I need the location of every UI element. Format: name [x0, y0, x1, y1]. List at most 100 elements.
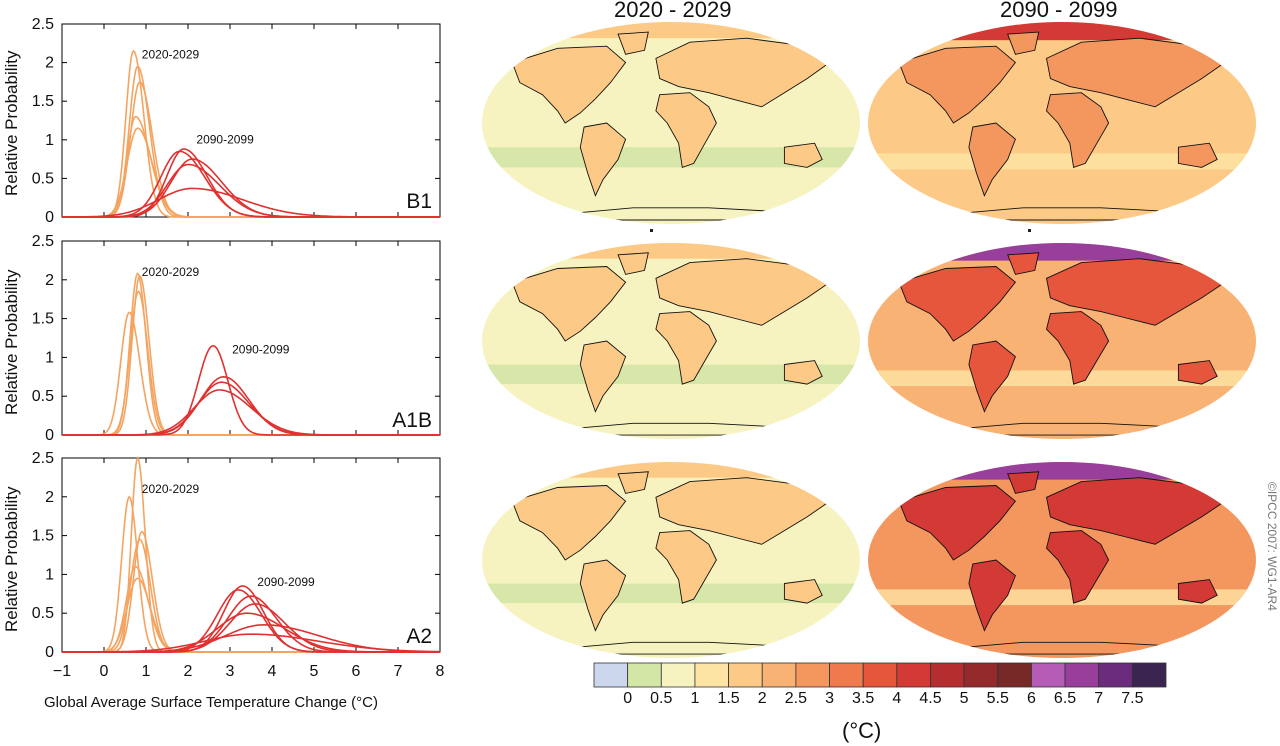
y-tick-label: 1.5 — [32, 311, 54, 328]
y-tick-label: 1 — [45, 349, 54, 366]
x-axis-label: Global Average Surface Temperature Chang… — [44, 694, 378, 711]
colorbar-cell — [963, 662, 999, 688]
continent-australia — [783, 360, 823, 385]
map-body — [868, 243, 1256, 439]
continent-north-america — [511, 485, 627, 561]
continent-europe-asia — [655, 37, 831, 108]
map-column-title-far: 2090 - 2099 — [1000, 0, 1118, 22]
period-annotation: 2090-2099 — [232, 343, 290, 357]
x-tick-label: 4 — [268, 663, 277, 680]
y-tick-label: 1.5 — [32, 528, 54, 545]
colorbar-cell — [660, 662, 696, 688]
period-annotation: 2020-2029 — [142, 265, 200, 279]
y-tick-label: 0 — [45, 209, 54, 226]
probability-panel-a2: 0 0.5 1 1.5 2 2.5 −1 0 1 2 3 4 5 6 7 8 2020-2029 2090-209… — [32, 450, 445, 680]
y-axis-label: Relative Probability — [2, 50, 21, 196]
period-annotation: 2020-2029 — [142, 482, 200, 496]
colorbar-tick-label: 1 — [690, 690, 700, 707]
continent-africa — [1046, 311, 1110, 385]
colorbar-unit: (°C) — [842, 718, 882, 743]
continent-greenland — [617, 252, 649, 275]
map-A2-far — [868, 462, 1256, 658]
map-B1-far — [868, 22, 1256, 224]
southern-ocean-band — [482, 147, 860, 168]
continent-europe-asia — [1045, 37, 1226, 108]
y-tick-label: 2 — [45, 55, 54, 72]
continent-africa — [1046, 530, 1110, 604]
map-A1B-far — [868, 243, 1256, 439]
colorbar-tick-label: 0 — [623, 690, 633, 707]
colorbar-tick-label: 6.5 — [1053, 690, 1077, 707]
y-tick-label: 2 — [45, 489, 54, 506]
continent-south-america — [968, 122, 1016, 197]
colorbar-cell — [627, 662, 662, 688]
colorbar-cell — [862, 662, 898, 688]
continent-south-america — [579, 559, 627, 632]
colorbar-cell — [896, 662, 931, 688]
continent-north-america — [898, 45, 1017, 124]
x-tick-label: 3 — [226, 663, 235, 680]
continent-south-america — [579, 122, 627, 197]
pdf-curve-2090-2099 — [62, 633, 441, 653]
x-tick-label: 0 — [100, 663, 109, 680]
continent-greenland — [1007, 31, 1040, 55]
continent-south-america — [968, 559, 1016, 632]
colorbar-tick-label: 5.5 — [986, 690, 1009, 707]
continent-greenland — [617, 471, 649, 494]
pdf-curve-2020-2029 — [62, 456, 440, 653]
colorbar-cell — [593, 662, 629, 688]
y-tick-label: 1.5 — [32, 93, 54, 110]
x-tick-label: −1 — [53, 663, 71, 680]
continent-australia — [783, 142, 823, 168]
arctic-band — [482, 243, 860, 259]
colorbar-cell — [1031, 662, 1066, 688]
southern-ocean-band — [868, 370, 1256, 387]
southern-ocean-band — [482, 583, 860, 604]
colorbar-cell — [761, 662, 797, 688]
continent-australia — [783, 579, 823, 604]
continent-africa — [655, 311, 717, 385]
continent-australia — [1177, 360, 1218, 385]
arctic-band — [868, 462, 1256, 480]
arctic-band — [868, 22, 1256, 41]
continent-africa — [655, 92, 717, 169]
copyright-credit: ©IPCC 2007: WG1-AR4 — [1265, 482, 1279, 611]
continent-europe-asia — [1045, 477, 1226, 545]
continent-north-america — [898, 485, 1017, 561]
x-tick-label: 6 — [352, 663, 361, 680]
pdf-curve-2090-2099 — [62, 612, 440, 653]
map-body — [868, 462, 1256, 658]
map-body — [482, 243, 860, 439]
map-B1-near — [482, 22, 860, 224]
continent-africa — [1046, 92, 1110, 168]
colorbar-tick-label: 3 — [825, 690, 834, 707]
colorbar-cell — [829, 662, 864, 688]
colorbar-cell — [1131, 662, 1167, 688]
colorbar-tick-label: 6 — [1026, 690, 1036, 707]
continent-greenland — [1007, 252, 1040, 275]
colorbar-tick-label: 5 — [959, 690, 969, 707]
colorbar-tick-label: 1.5 — [717, 690, 740, 707]
scenario-label: A2 — [406, 625, 432, 648]
separator-dot — [650, 229, 653, 232]
x-tick-label: 1 — [142, 663, 151, 680]
colorbar-cell — [1064, 662, 1100, 688]
arctic-band — [482, 462, 860, 478]
y-tick-label: 2.5 — [32, 450, 54, 467]
x-tick-label: 8 — [436, 663, 445, 680]
map-body — [868, 22, 1256, 224]
map-body — [482, 22, 860, 224]
colorbar-cell — [728, 662, 763, 688]
y-tick-label: 2 — [45, 272, 54, 289]
period-annotation: 2090-2099 — [257, 575, 315, 589]
probability-panel-b1: 0 0.5 1 1.5 2 2.5 2020-2029 2090-2099 B1 — [32, 16, 441, 226]
y-tick-label: 0.5 — [32, 605, 54, 622]
continent-north-america — [511, 266, 627, 342]
colorbar-cell — [930, 662, 965, 688]
y-tick-label: 0.5 — [32, 388, 54, 405]
pdf-curve-2090-2099 — [62, 389, 440, 436]
southern-ocean-band — [868, 589, 1256, 606]
colorbar-tick-label: 4.5 — [919, 690, 942, 707]
southern-ocean-band — [482, 364, 860, 385]
arctic-band — [868, 243, 1256, 261]
